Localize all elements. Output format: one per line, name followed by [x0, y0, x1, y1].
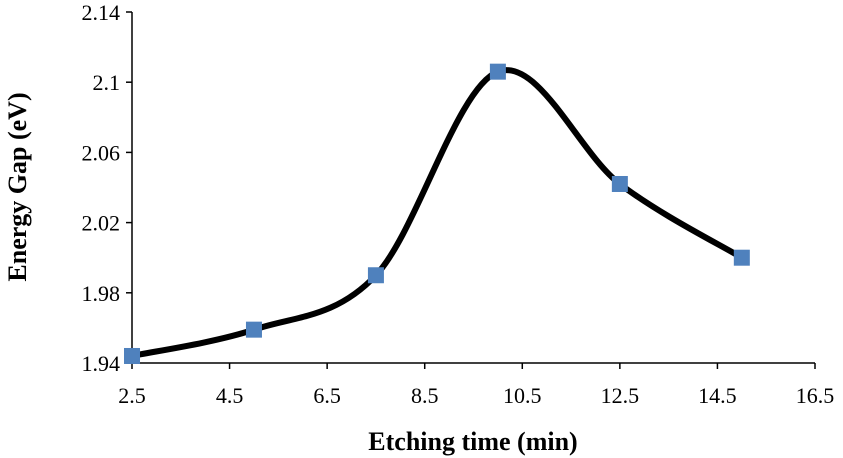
x-tick-label: 2.5: [118, 383, 146, 408]
y-axis-title: Energy Gap (eV): [3, 92, 32, 281]
x-tick-label: 16.5: [796, 383, 835, 408]
data-point-marker: [489, 63, 506, 80]
axes: [131, 12, 815, 364]
data-point-marker: [733, 249, 750, 266]
y-tick-label: 2.02: [82, 211, 121, 236]
marker-group: [124, 63, 750, 364]
y-tick-group: 1.94 1.98 2.02 2.06 2.1 2.14: [82, 0, 132, 376]
data-point-marker: [611, 175, 628, 192]
y-tick-label: 2.1: [93, 70, 121, 95]
y-tick-label: 2.06: [82, 140, 121, 165]
series-line: [129, 67, 745, 359]
x-axis-title: Etching time (min): [368, 427, 577, 456]
x-tick-label: 12.5: [601, 383, 640, 408]
y-tick-label: 1.94: [82, 351, 121, 376]
x-tick-label: 4.5: [216, 383, 244, 408]
y-tick-label: 1.98: [82, 281, 121, 306]
x-tick-label: 10.5: [503, 383, 542, 408]
data-point-marker: [367, 267, 384, 284]
data-point-marker: [124, 347, 140, 364]
y-tick-label: 2.14: [82, 0, 121, 25]
data-point-marker: [245, 321, 262, 338]
x-tick-label: 6.5: [313, 383, 341, 408]
x-tick-group: 2.5 4.5 6.5 8.5 10.5 12.5 14.5 16.5: [118, 363, 834, 408]
x-tick-label: 14.5: [698, 383, 737, 408]
x-tick-label: 8.5: [411, 383, 439, 408]
